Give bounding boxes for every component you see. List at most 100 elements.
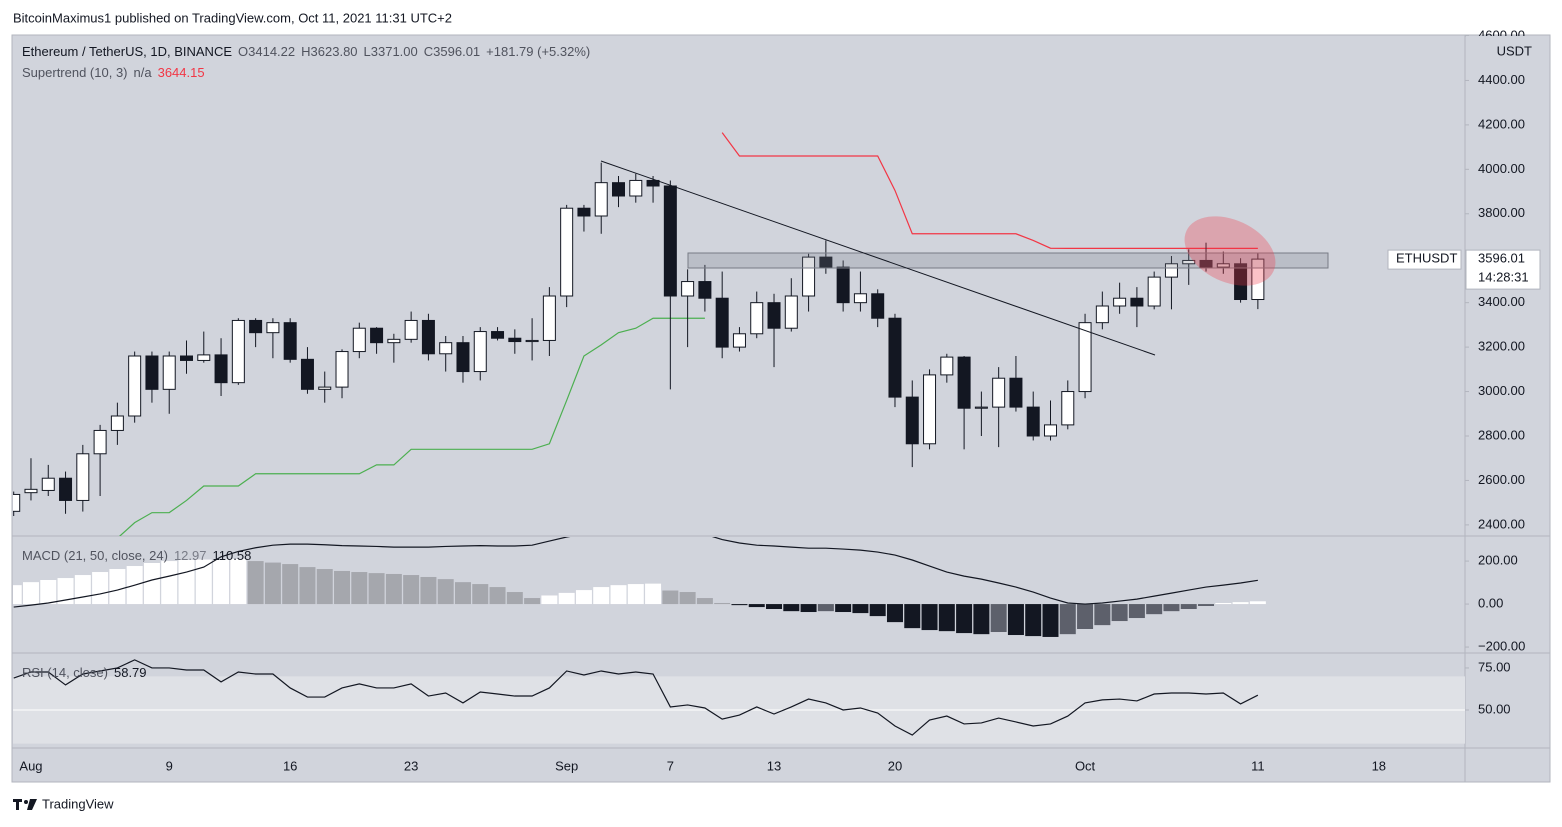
candle-body — [836, 266, 850, 304]
candle-body — [905, 396, 919, 445]
candle-body — [646, 179, 660, 187]
y-tick-label: 2400.00 — [1478, 516, 1525, 531]
candle-body — [1044, 424, 1057, 437]
candle-body — [732, 333, 746, 348]
highlight-ellipse — [1184, 216, 1276, 286]
macd-bar — [1077, 604, 1094, 629]
macd-bar — [385, 573, 402, 605]
macd-bar — [1232, 602, 1249, 605]
macd-bar — [1128, 604, 1145, 619]
macd-bar — [1059, 604, 1076, 635]
candle-body — [370, 327, 384, 344]
candle-body — [145, 355, 159, 390]
macd-bar — [143, 563, 160, 605]
price-tag-countdown: 14:28:31 — [1478, 270, 1529, 285]
macd-bar — [956, 604, 973, 634]
candle-body — [421, 319, 435, 355]
currency-label: USDT — [1497, 43, 1532, 58]
macd-bar — [990, 604, 1007, 633]
y-tick-label: 50.00 — [1478, 701, 1511, 716]
price-tag-bg — [1465, 249, 1541, 290]
macd-bar — [351, 572, 368, 605]
candle-body — [974, 406, 988, 409]
candle-body — [24, 488, 38, 494]
candle-body — [1095, 305, 1109, 324]
x-tick-label: 7 — [667, 758, 674, 773]
candle-body — [352, 327, 366, 353]
candle-body — [41, 477, 55, 491]
candle-body — [560, 207, 574, 297]
macd-bar — [368, 573, 385, 605]
candle-body — [577, 207, 591, 217]
macd-bar — [161, 561, 178, 605]
x-tick-label: 16 — [283, 758, 297, 773]
candle-body — [542, 295, 556, 341]
macd-bar — [299, 567, 316, 605]
macd-bar — [1042, 604, 1059, 637]
logo-mark — [27, 799, 37, 810]
macd-bar — [230, 558, 247, 605]
macd-bar — [1215, 602, 1232, 605]
drawings — [600, 160, 1329, 356]
candle-body — [1234, 263, 1248, 301]
macd-bar — [904, 604, 921, 629]
candle-body — [266, 322, 280, 334]
macd-bar — [731, 604, 748, 606]
price-pane — [13, 132, 1265, 536]
x-tick-label: 20 — [888, 758, 902, 773]
macd-bar — [247, 561, 264, 605]
candle-body — [1130, 297, 1144, 307]
candle-body — [404, 319, 418, 340]
macd-bar — [316, 569, 333, 605]
macd-bar — [558, 592, 575, 605]
rsi-pane — [13, 659, 1465, 744]
candle-body — [128, 355, 142, 417]
logo-mark — [24, 800, 28, 804]
macd-bar — [835, 604, 852, 613]
price-tag-value: 3596.01 — [1478, 251, 1525, 266]
y-tick-label: 3400.00 — [1478, 294, 1525, 309]
supertrend-status: n/a — [134, 65, 153, 80]
candle-body — [76, 453, 90, 501]
candle-body — [871, 293, 885, 319]
macd-bar — [886, 604, 903, 623]
macd-bar — [869, 604, 886, 617]
candle-body — [1078, 322, 1092, 393]
candle-body — [1147, 276, 1161, 307]
macd-bar — [1249, 601, 1266, 605]
supertrend-label: Supertrend (10, 3) — [22, 65, 128, 80]
symbol-legend: Ethereum / TetherUS, 1D, BINANCE O3414.22… — [22, 44, 590, 59]
macd-bar — [74, 575, 91, 605]
candle-body — [231, 319, 245, 384]
macd-bar — [1163, 604, 1180, 612]
candle-body — [1113, 297, 1127, 307]
candle-body — [612, 182, 625, 197]
x-tick-label: 9 — [166, 758, 173, 773]
candle-body — [992, 377, 1006, 408]
rsi-label: RSI (14, close) — [22, 665, 108, 680]
macd-bar — [13, 585, 22, 605]
candle-body — [767, 302, 781, 329]
macd-bar — [1111, 604, 1128, 622]
y-tick-label: 3800.00 — [1478, 205, 1525, 220]
candle-body — [715, 297, 729, 348]
macd-bar — [454, 582, 471, 605]
supertrend-up-line — [118, 317, 705, 536]
candle-body — [300, 358, 314, 390]
candle-body — [59, 477, 73, 501]
candle-body — [249, 319, 263, 334]
macd-bar — [40, 579, 57, 605]
candle-body — [335, 351, 349, 388]
macd-bar — [852, 604, 869, 614]
candle-body — [1251, 258, 1265, 301]
candle-body — [283, 322, 297, 360]
y-tick-label: 4400.00 — [1478, 72, 1525, 87]
macd-bar — [714, 602, 731, 605]
macd-bar — [662, 590, 679, 605]
macd-bar — [1025, 604, 1042, 637]
macd-bar — [627, 584, 644, 605]
candle-body — [93, 429, 107, 455]
macd-bar — [783, 604, 800, 612]
macd-bar — [472, 584, 489, 605]
